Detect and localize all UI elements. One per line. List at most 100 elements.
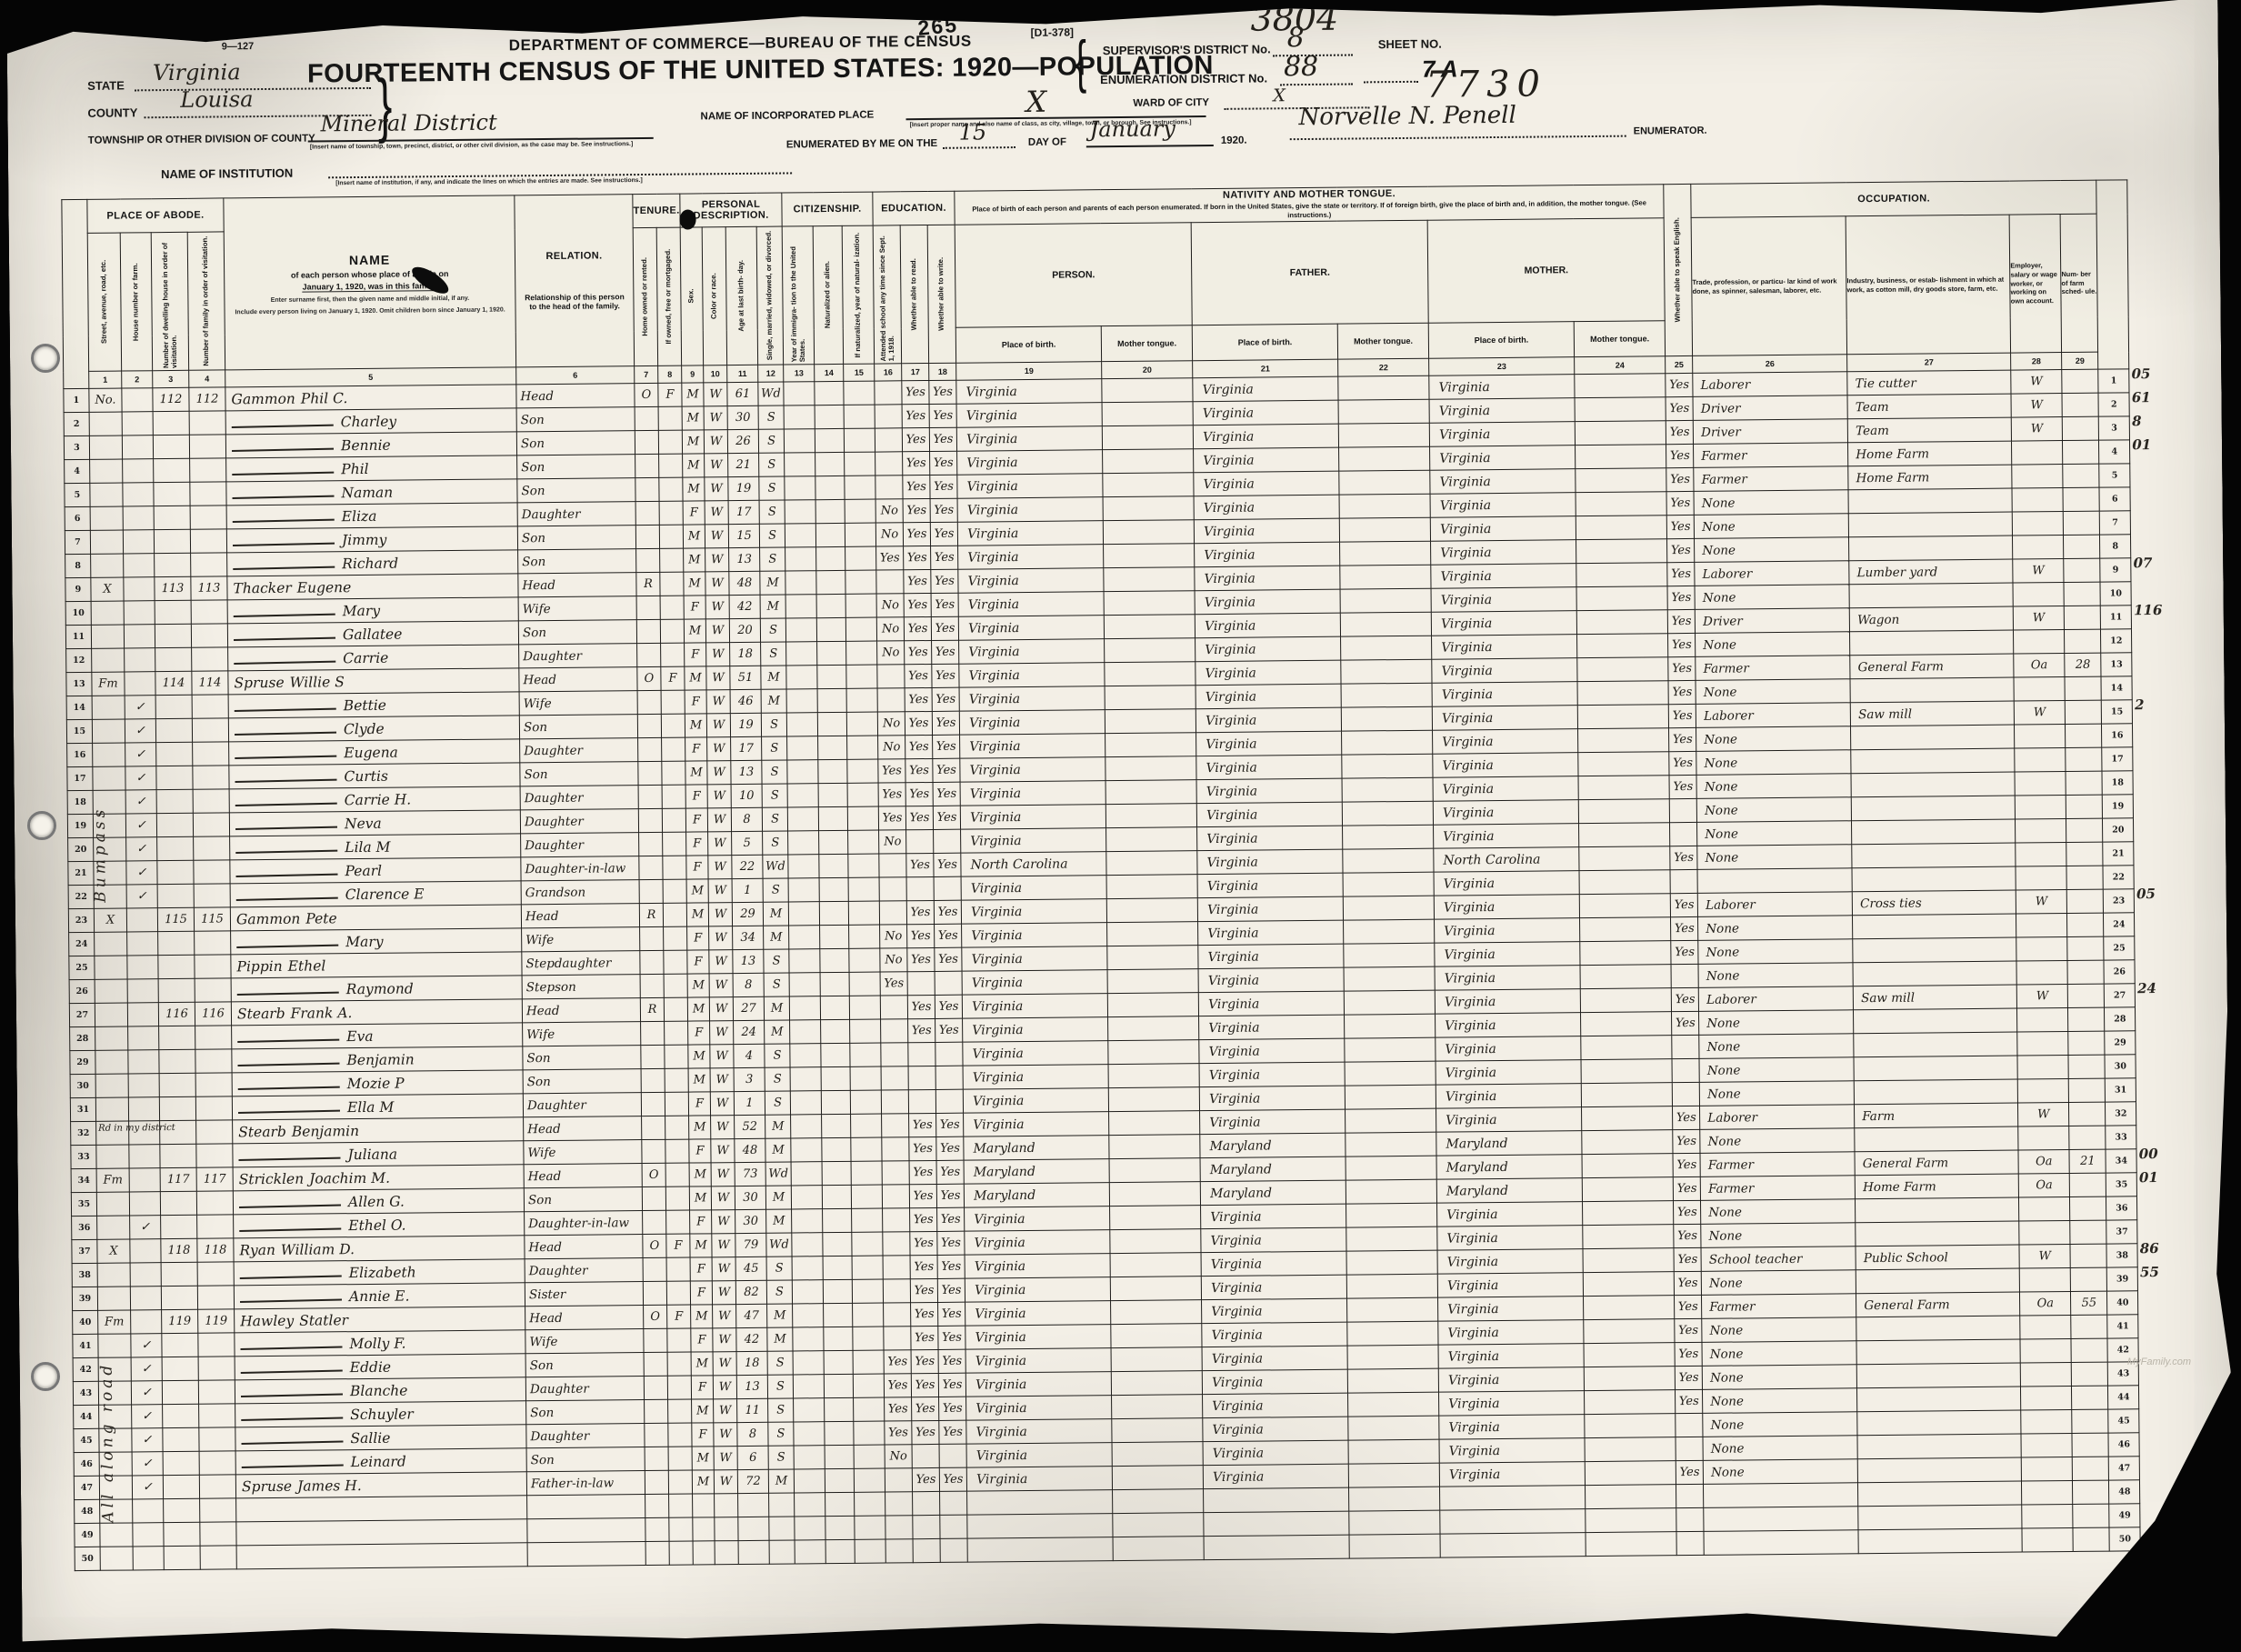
sex: M (684, 619, 705, 643)
age: 42 (729, 595, 760, 618)
col-nativity-mother: MOTHER. (1427, 218, 1665, 323)
street-mark (91, 601, 124, 625)
house-mark (122, 412, 153, 436)
line-number-right: 1 05 (2098, 369, 2129, 393)
tenure-free-mortgaged (660, 548, 684, 572)
naturalized (819, 830, 848, 854)
industry (1858, 1528, 2022, 1554)
mother-birthplace: Virginia (1435, 966, 1580, 991)
father-birthplace: Virginia (1198, 991, 1344, 1016)
attended-school: No (875, 523, 903, 546)
able-to-write (935, 1089, 963, 1113)
dwelling-number (163, 1404, 199, 1427)
tenure-free-mortgaged (659, 525, 683, 548)
attended-school (875, 428, 902, 452)
able-to-write: Yes (935, 995, 962, 1018)
marital-status: Wd (758, 382, 784, 405)
naturalization-year (846, 688, 877, 712)
hole-punch (27, 811, 56, 840)
naturalization-year (851, 1137, 882, 1161)
age: 5 (732, 831, 763, 855)
mother-birthplace: Virginia (1439, 1391, 1585, 1417)
father-mother-tongue (1346, 1250, 1437, 1275)
farm-schedule-number (2062, 369, 2098, 393)
father-birthplace (1204, 1535, 1349, 1560)
immigration-year (786, 713, 817, 736)
line-number: 20 (68, 837, 94, 861)
col-group-citizenship: CITIZENSHIP. (782, 192, 873, 226)
immigration-year (789, 996, 820, 1020)
mother-mother-tongue (1576, 516, 1666, 540)
tenure-free-mortgaged (663, 879, 686, 903)
house-mark (124, 601, 155, 625)
street-mark: Fm (98, 1310, 131, 1334)
able-to-write: Yes (932, 711, 959, 735)
farm-schedule-number (2070, 1267, 2106, 1291)
able-to-read (906, 829, 934, 853)
industry (1853, 914, 2016, 939)
able-to-write: Yes (933, 806, 960, 829)
name: Ella M (232, 1094, 523, 1120)
age: 73 (735, 1162, 765, 1186)
industry (1848, 512, 2012, 537)
marital-status: M (765, 1020, 790, 1044)
person-birthplace: Virginia (962, 994, 1107, 1019)
col-naturalized: Naturalized or alien. (813, 225, 843, 364)
able-to-write: Yes (936, 1136, 964, 1160)
marital-status: M (760, 571, 785, 595)
able-to-write: Yes (936, 1184, 964, 1207)
employment-class (2015, 725, 2066, 749)
immigration-year (794, 1422, 825, 1446)
dwelling-number (153, 411, 189, 435)
sex: M (686, 903, 708, 926)
attended-school (883, 1208, 910, 1232)
attended-school (877, 688, 905, 712)
mother-birthplace: Virginia (1431, 587, 1576, 613)
col-person-tongue: Mother tongue. (1101, 325, 1192, 362)
street-mark (95, 1074, 128, 1097)
name: Naman (226, 479, 517, 506)
industry (1851, 772, 2015, 797)
relation: Head (525, 1235, 643, 1259)
speaks-english (1676, 1531, 1704, 1555)
tenure-owned-rented: O (637, 666, 661, 690)
age (738, 1540, 769, 1564)
relation: Son (516, 407, 635, 432)
farm-schedule-number (2072, 1409, 2108, 1433)
tenure-owned-rented (645, 1494, 669, 1517)
speaks-english: Yes (1670, 893, 1697, 916)
naturalization-year (845, 570, 876, 594)
immigration-year (795, 1540, 825, 1564)
father-birthplace (1204, 1487, 1349, 1513)
person-birthplace: Virginia (960, 781, 1105, 806)
mother-mother-tongue (1577, 634, 1668, 658)
sex: F (690, 1257, 712, 1281)
immigration-year (787, 760, 818, 784)
father-mother-tongue (1343, 825, 1434, 849)
relation-note: Relationship of this person to the head … (525, 292, 625, 312)
attended-school (875, 405, 902, 428)
attended-school: No (878, 736, 905, 759)
family-number (196, 1191, 233, 1215)
father-mother-tongue (1349, 1487, 1440, 1511)
industry (1853, 937, 2016, 963)
sex: F (685, 785, 707, 808)
person-birthplace: Virginia (962, 970, 1107, 996)
mother-birthplace: Virginia (1435, 918, 1580, 944)
attended-school (882, 1161, 909, 1185)
tenure-free-mortgaged (666, 1281, 690, 1305)
relation: Head (522, 998, 640, 1023)
farm-schedule-number (2068, 1078, 2105, 1102)
naturalization-year (850, 1066, 881, 1090)
line-number: 45 (74, 1428, 99, 1452)
tenure-free-mortgaged (669, 1494, 693, 1517)
able-to-read: Yes (911, 1302, 938, 1326)
able-to-write: Yes (937, 1278, 965, 1302)
dwelling-number (158, 978, 195, 1002)
immigration-year (795, 1517, 825, 1540)
street-mark (99, 1452, 132, 1476)
sex: F (686, 856, 708, 879)
occupation: Laborer (1698, 986, 1853, 1012)
speaks-english: Yes (1666, 467, 1694, 491)
able-to-write: Yes (937, 1207, 965, 1231)
